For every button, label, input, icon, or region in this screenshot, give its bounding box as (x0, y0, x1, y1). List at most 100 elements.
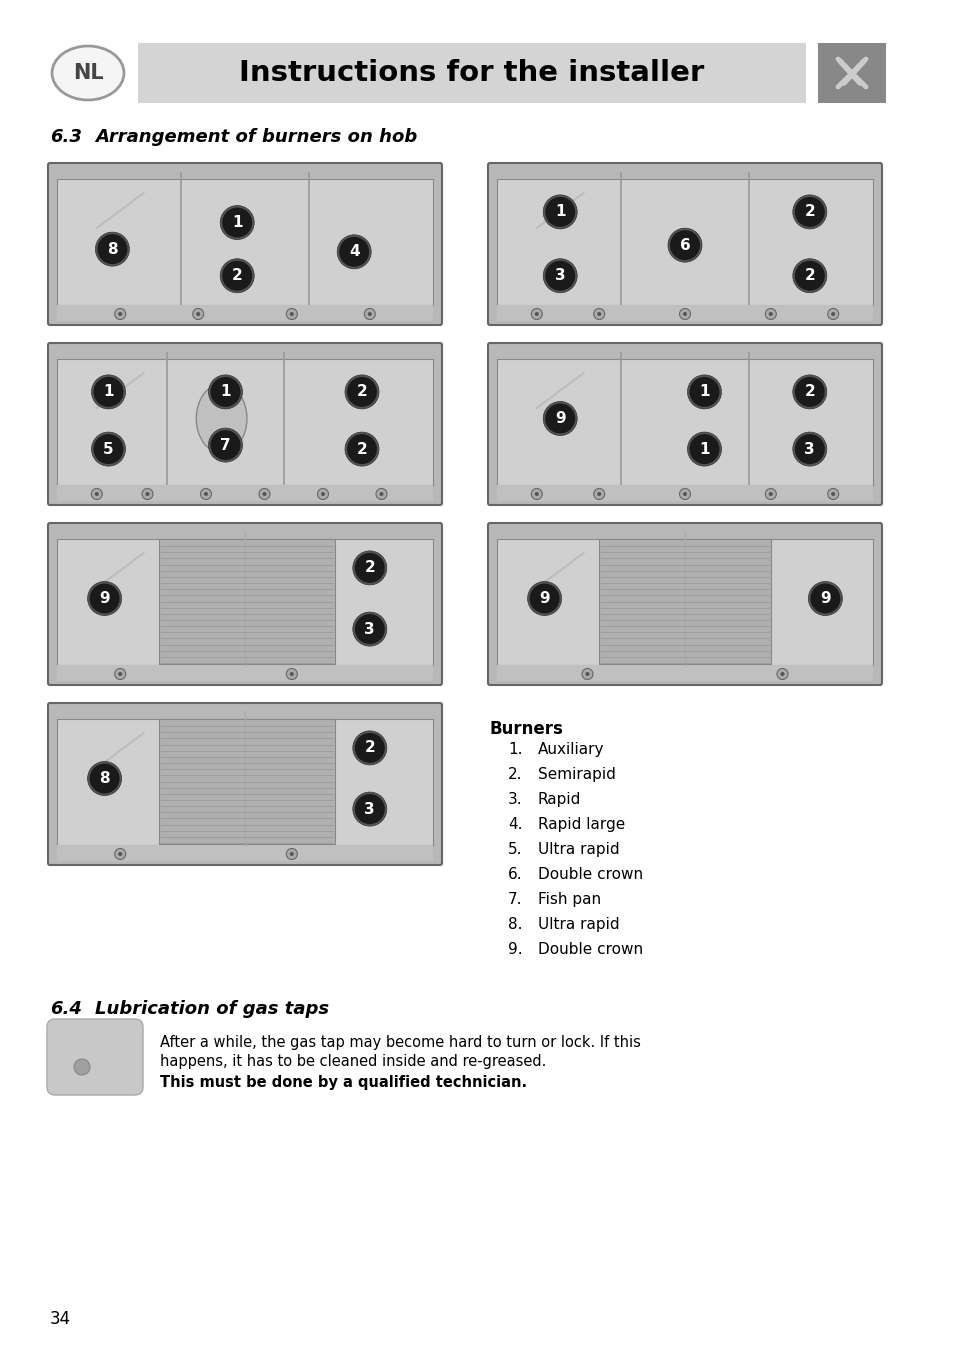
Text: 1.: 1. (507, 742, 522, 757)
Text: 2: 2 (356, 384, 367, 399)
Bar (497, 178, 872, 306)
Circle shape (687, 433, 720, 466)
Circle shape (764, 308, 776, 319)
Circle shape (792, 375, 826, 408)
Circle shape (542, 402, 577, 435)
Text: Auxiliary: Auxiliary (537, 742, 604, 757)
Text: 3: 3 (803, 442, 814, 457)
Circle shape (146, 492, 150, 496)
Circle shape (290, 852, 294, 856)
Circle shape (792, 195, 826, 228)
Text: 1: 1 (220, 384, 231, 399)
Circle shape (830, 492, 834, 496)
Circle shape (544, 261, 575, 291)
Circle shape (535, 492, 538, 496)
Text: 2: 2 (364, 561, 375, 576)
Circle shape (118, 672, 122, 676)
Text: happens, it has to be cleaned inside and re-greased.: happens, it has to be cleaned inside and… (160, 1055, 546, 1069)
FancyBboxPatch shape (488, 164, 882, 324)
Text: Ultra rapid: Ultra rapid (537, 917, 619, 932)
Circle shape (581, 668, 593, 680)
Text: 8: 8 (107, 242, 117, 257)
Circle shape (689, 377, 719, 407)
FancyBboxPatch shape (488, 343, 882, 506)
Circle shape (355, 733, 384, 763)
Bar (159, 719, 335, 844)
Text: 2: 2 (803, 204, 814, 219)
Circle shape (204, 492, 208, 496)
Bar (57, 306, 433, 320)
Circle shape (794, 377, 824, 407)
Circle shape (209, 375, 242, 408)
Text: 1: 1 (699, 442, 709, 457)
Bar (497, 665, 872, 681)
Circle shape (320, 492, 325, 496)
Text: 1: 1 (232, 215, 242, 230)
Text: Semirapid: Semirapid (537, 767, 616, 781)
Text: 7: 7 (220, 438, 231, 453)
Circle shape (669, 230, 700, 260)
Circle shape (593, 308, 604, 319)
Circle shape (336, 235, 371, 269)
Text: Rapid: Rapid (537, 792, 580, 807)
Text: Lubrication of gas taps: Lubrication of gas taps (95, 1000, 329, 1018)
Circle shape (220, 258, 253, 293)
Circle shape (91, 375, 126, 408)
Text: 9: 9 (99, 591, 110, 606)
Circle shape (211, 430, 240, 460)
Text: 8.: 8. (507, 917, 522, 932)
Circle shape (353, 731, 386, 765)
Circle shape (597, 492, 600, 496)
Circle shape (317, 488, 328, 499)
Text: Double crown: Double crown (537, 867, 642, 882)
Circle shape (88, 761, 121, 795)
Circle shape (585, 672, 589, 676)
Bar (57, 539, 433, 665)
Text: Arrangement of burners on hob: Arrangement of burners on hob (95, 128, 416, 146)
Circle shape (529, 584, 559, 614)
Circle shape (827, 308, 838, 319)
Text: 9.: 9. (507, 942, 522, 957)
Circle shape (345, 433, 378, 466)
Text: Instructions for the installer: Instructions for the installer (239, 59, 704, 87)
Circle shape (768, 312, 772, 316)
Text: Fish pan: Fish pan (537, 892, 600, 907)
Circle shape (118, 312, 122, 316)
Circle shape (682, 492, 686, 496)
Circle shape (193, 308, 204, 319)
Circle shape (353, 612, 386, 646)
Circle shape (200, 488, 212, 499)
Text: 3: 3 (555, 268, 565, 283)
FancyBboxPatch shape (48, 343, 441, 506)
Circle shape (347, 377, 376, 407)
Text: 3.: 3. (507, 792, 522, 807)
Text: Ultra rapid: Ultra rapid (537, 842, 619, 857)
Text: 6.4: 6.4 (50, 1000, 82, 1018)
Text: Double crown: Double crown (537, 942, 642, 957)
Bar (138, 43, 805, 103)
Circle shape (290, 312, 294, 316)
Circle shape (794, 261, 824, 291)
Text: 2: 2 (364, 741, 375, 756)
Circle shape (687, 375, 720, 408)
Circle shape (827, 488, 838, 499)
Circle shape (531, 488, 541, 499)
Text: Burners: Burners (490, 721, 563, 738)
Circle shape (345, 375, 378, 408)
Circle shape (364, 308, 375, 319)
Circle shape (794, 197, 824, 227)
Bar (497, 306, 872, 320)
Circle shape (258, 488, 270, 499)
Circle shape (764, 488, 776, 499)
Circle shape (544, 197, 575, 227)
Bar (57, 178, 433, 306)
Circle shape (368, 312, 372, 316)
Circle shape (355, 794, 384, 825)
Circle shape (535, 312, 538, 316)
Circle shape (114, 849, 126, 860)
Text: 5.: 5. (507, 842, 522, 857)
Text: 9: 9 (555, 411, 565, 426)
Bar (57, 719, 433, 845)
Circle shape (90, 584, 119, 614)
Bar (497, 360, 872, 485)
